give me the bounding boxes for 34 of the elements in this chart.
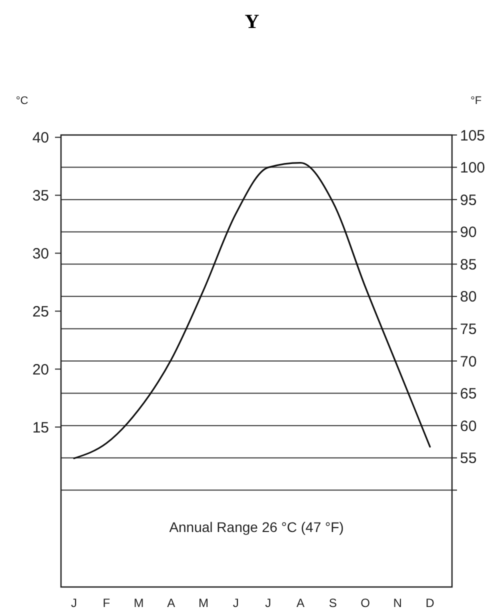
y2-tick-label: 70 bbox=[460, 353, 477, 370]
y2-tick-label: 85 bbox=[460, 256, 477, 274]
x-tick-label: O bbox=[360, 596, 370, 610]
x-tick-label: J bbox=[71, 596, 77, 610]
y-tick-label: 35 bbox=[32, 188, 49, 205]
x-tick-label: N bbox=[393, 596, 402, 610]
y-tick-label: 40 bbox=[32, 130, 49, 147]
y-tick-label: 20 bbox=[32, 361, 49, 378]
x-tick-label: S bbox=[328, 596, 337, 610]
x-tick-label: A bbox=[167, 596, 176, 610]
y2-tick-label: 55 bbox=[460, 450, 477, 468]
x-tick-label: F bbox=[102, 596, 110, 610]
x-tick-label: J bbox=[265, 596, 272, 610]
x-tick-label: J bbox=[232, 596, 239, 610]
y2-tick-label: 80 bbox=[460, 288, 477, 306]
y-tick-label: 30 bbox=[32, 245, 49, 262]
line-series bbox=[73, 162, 431, 460]
y2-tick-label: 100 bbox=[460, 160, 486, 177]
chart-title: Y bbox=[244, 11, 260, 33]
annotation: Annual Range 26 °C (47 °F) bbox=[169, 519, 344, 535]
y-tick-label: 25 bbox=[32, 303, 49, 320]
y-axis-title: °C bbox=[16, 95, 28, 107]
y2-tick-label: 90 bbox=[460, 224, 477, 242]
x-tick-label: M bbox=[134, 596, 144, 610]
y2-tick-label: 65 bbox=[460, 386, 477, 403]
y2-tick-label: 95 bbox=[460, 192, 477, 209]
x-tick-label: D bbox=[426, 596, 435, 610]
x-tick-label: A bbox=[296, 596, 305, 610]
y2-tick-label: 75 bbox=[460, 320, 477, 338]
x-tick-label: M bbox=[198, 596, 208, 610]
y2-tick-label: 60 bbox=[460, 418, 477, 435]
y2-axis-title: °F bbox=[470, 95, 482, 107]
y2-tick-label: 105 bbox=[460, 127, 486, 144]
y-tick-label: 15 bbox=[32, 419, 49, 436]
